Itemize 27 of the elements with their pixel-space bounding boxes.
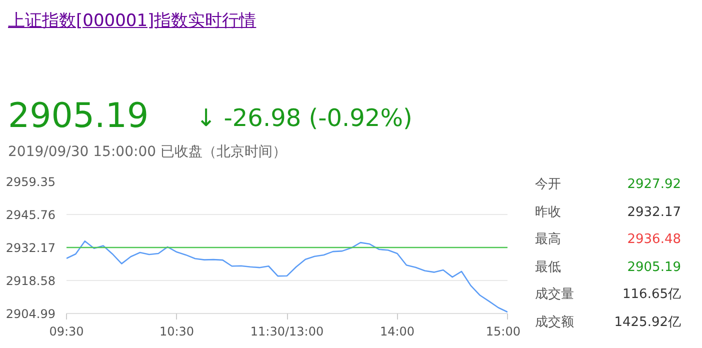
y-tick-label: 2904.99	[6, 307, 56, 321]
text: 今开	[535, 177, 561, 192]
text: 1425.92亿	[614, 314, 681, 330]
text: 2905.19	[627, 260, 681, 274]
y-tick-label: 2945.76	[6, 208, 56, 222]
text: 2019/09/30 15:00:00 已收盘（北京时间）	[8, 144, 286, 160]
text: 成交额	[535, 314, 574, 330]
text: 116.65亿	[622, 287, 681, 302]
text: 2932.17	[627, 204, 681, 220]
text: 2927.92	[627, 177, 681, 192]
text: 2905.19	[8, 96, 149, 136]
y-tick-label: 2932.17	[6, 241, 56, 255]
text: 成交量	[535, 287, 574, 302]
chart-title: 上证指数[000001]指数实时行情	[8, 11, 256, 31]
line-series	[66, 240, 508, 313]
text: 最高	[535, 232, 561, 247]
text: 最低	[535, 260, 561, 274]
text: 昨收	[535, 204, 561, 220]
text: ↓ -26.98 (-0.92%)	[196, 104, 412, 132]
text: 2936.48	[627, 232, 681, 247]
x-tick-label: 15:00	[486, 324, 521, 338]
x-tick-label: 09:30	[49, 324, 84, 338]
x-tick-label: 10:30	[159, 324, 194, 338]
y-tick-label: 2959.35	[6, 175, 56, 189]
x-tick-label: 11:30/13:00	[250, 324, 324, 338]
x-tick-label: 14:00	[380, 324, 415, 338]
y-tick-label: 2918.58	[6, 274, 56, 288]
